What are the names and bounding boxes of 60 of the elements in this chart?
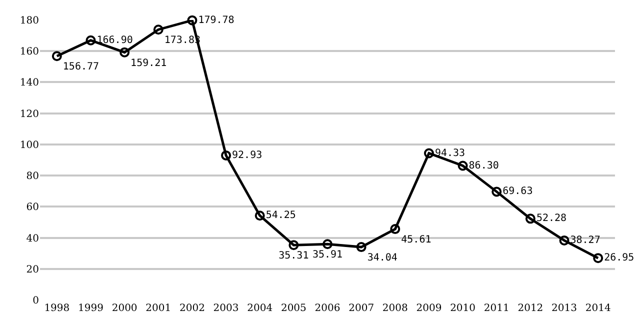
- data-label: 86.30: [468, 160, 499, 172]
- data-label: 34.04: [367, 252, 398, 264]
- data-label: 35.91: [312, 250, 343, 261]
- y-tick-label: 100: [20, 140, 39, 151]
- data-label: 159.21: [130, 58, 167, 69]
- point: [288, 240, 299, 250]
- data-label: 94.33: [434, 148, 466, 159]
- data-label: 54.25: [266, 210, 296, 222]
- data-label: 26.95: [604, 252, 634, 264]
- data-label: 38.27: [570, 234, 600, 246]
- data-label: 52.28: [536, 213, 567, 224]
- y-tick-label: 60: [26, 202, 39, 214]
- x-tick-label: 2002: [179, 303, 205, 314]
- x-tick-label: 2011: [484, 303, 510, 314]
- point: [254, 210, 265, 221]
- x-tick-label: 2008: [382, 303, 408, 314]
- data-label: 156.77: [62, 62, 100, 73]
- data-label: 92.93: [232, 150, 262, 161]
- x-tick-label: 1998: [44, 303, 70, 314]
- data-label: 179.78: [198, 14, 234, 26]
- point: [356, 242, 366, 252]
- point: [52, 51, 62, 62]
- point: [86, 35, 96, 46]
- point: [458, 160, 468, 171]
- x-tick-label: 2007: [348, 303, 374, 314]
- point: [424, 148, 434, 158]
- x-tick-label: 2013: [552, 303, 577, 314]
- y-tick-label: 20: [26, 264, 39, 276]
- data-label: 45.61: [401, 234, 432, 246]
- x-tick-label: 2001: [146, 303, 172, 314]
- y-tick-label: 140: [20, 78, 39, 89]
- point: [221, 150, 232, 160]
- x-tick-label: 2003: [213, 303, 239, 314]
- x-tick-label: 2000: [112, 303, 138, 314]
- point: [525, 214, 536, 224]
- point: [153, 24, 164, 35]
- data-label: 35.31: [278, 250, 309, 262]
- point: [322, 239, 332, 250]
- point: [492, 186, 502, 197]
- point: [559, 235, 570, 246]
- x-tick-label: 2006: [314, 303, 340, 314]
- y-tick-label: 120: [20, 108, 39, 120]
- x-tick-label: 2005: [280, 303, 306, 314]
- y-tick-label: 0: [32, 296, 39, 306]
- x-tick-label: 2010: [450, 303, 476, 314]
- y-tick-label: 80: [26, 171, 39, 182]
- x-tick-label: 2009: [416, 303, 442, 314]
- y-tick-label: 40: [26, 233, 39, 244]
- x-tick-label: 2014: [585, 303, 611, 314]
- point: [187, 15, 198, 26]
- y-tick-label: 180: [20, 16, 39, 26]
- point: [593, 253, 604, 264]
- y-tick-label: 160: [20, 46, 39, 58]
- x-tick-label: 2004: [247, 303, 273, 314]
- data-label: 69.63: [502, 186, 533, 198]
- x-tick-label: 1999: [78, 303, 104, 314]
- x-tick-label: 2012: [518, 303, 544, 314]
- point: [390, 224, 400, 234]
- data-label: 166.90: [96, 34, 133, 46]
- point: [120, 47, 130, 58]
